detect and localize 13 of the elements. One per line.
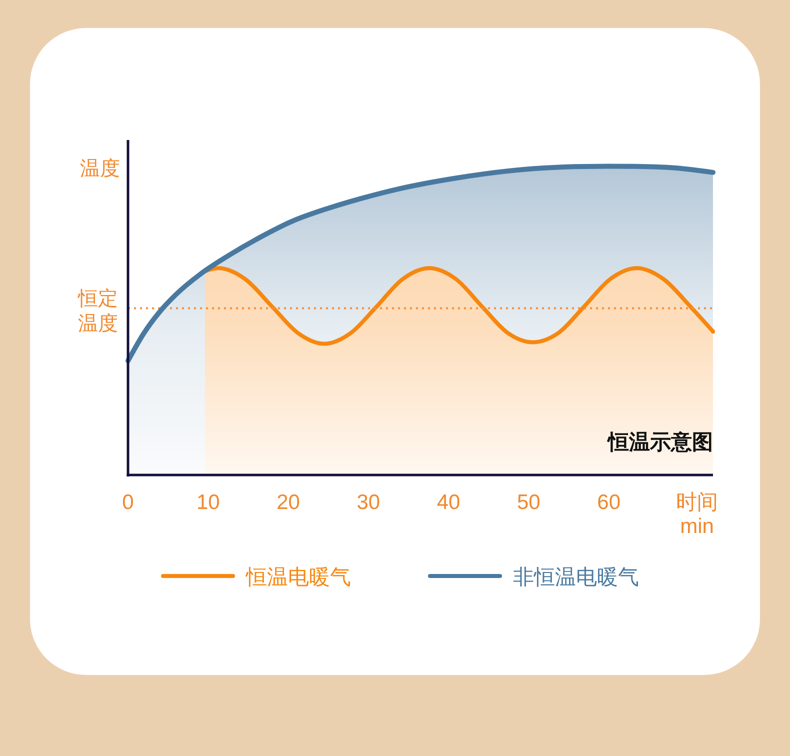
x-tick-label: 50	[517, 491, 540, 514]
x-tick-label: 30	[356, 491, 380, 514]
x-axis-title: 时间 min	[676, 491, 718, 538]
x-tick-label: 40	[436, 491, 460, 514]
legend-label: 非恒温电暖气	[513, 566, 639, 589]
x-tick-label: 10	[196, 491, 220, 514]
ref-line-label: 恒定温度	[77, 288, 118, 335]
x-tick-label: 0	[122, 491, 134, 514]
y-axis-title: 温度	[80, 158, 120, 180]
text: 恒温示意图	[606, 430, 713, 454]
legend-label: 恒温电暖气	[245, 566, 351, 589]
x-tick-label: 60	[597, 491, 620, 514]
x-tick-label: 20	[276, 491, 300, 514]
